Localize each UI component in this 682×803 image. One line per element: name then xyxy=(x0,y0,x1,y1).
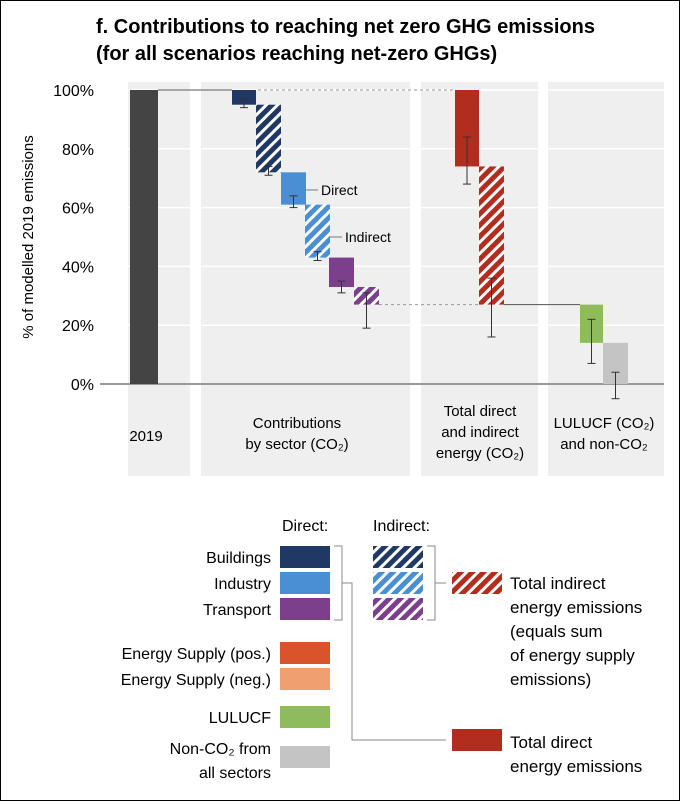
legend-swatch-direct xyxy=(280,642,330,664)
x-group-label-3: LULUCF (CO₂) xyxy=(554,415,655,432)
legend-label: Transport xyxy=(203,602,271,619)
legend-swatch-total-direct xyxy=(452,729,502,751)
legend-label: Industry xyxy=(214,576,271,593)
legend-swatch-direct xyxy=(280,546,330,568)
group-panel-1 xyxy=(201,82,410,476)
legend-label-total-indirect: (equals sum xyxy=(510,622,603,641)
x-group-label-3: and non-CO₂ xyxy=(560,436,648,453)
y-axis-ticks: 0% 20% 40% 60% 80% 100% xyxy=(53,83,94,394)
y-tick-label: 20% xyxy=(62,318,94,335)
bar-industry-indirect xyxy=(305,204,330,258)
chart-title-line1: f. Contributions to reaching net zero GH… xyxy=(96,16,595,38)
error-bars xyxy=(240,98,620,400)
legend-swatch-direct xyxy=(280,668,330,690)
legend-label: LULUCF xyxy=(209,710,271,727)
legend-label: Non-CO₂ from xyxy=(170,741,271,758)
chart-title-line2: (for all scenarios reaching net-zero GHG… xyxy=(96,43,497,65)
y-tick-label: 60% xyxy=(62,201,94,218)
y-tick-label: 100% xyxy=(53,83,94,100)
legend-swatch-indirect xyxy=(373,546,423,568)
connector-lines xyxy=(158,89,580,306)
legend-label-total-indirect: of energy supply xyxy=(510,646,635,665)
legend-swatch-indirect xyxy=(373,572,423,594)
x-group-label-2: Total direct xyxy=(444,403,517,420)
legend-label-total-indirect: Total indirect xyxy=(510,574,606,593)
legend: Direct: Indirect: Buildings Industry Transpo… xyxy=(121,518,643,782)
legend-connector-direct xyxy=(342,582,446,741)
x-group-label-1: by sector (CO₂) xyxy=(245,436,348,453)
legend-swatch-total-indirect xyxy=(452,572,502,594)
legend-label: Buildings xyxy=(206,550,271,567)
x-group-label-1: Contributions xyxy=(253,415,341,432)
bar-buildings xyxy=(232,90,256,105)
group-panels xyxy=(128,82,664,476)
y-tick-label: 0% xyxy=(71,377,94,394)
group-panel-3 xyxy=(548,82,664,476)
legend-swatch-direct xyxy=(280,706,330,728)
legend-swatch-direct xyxy=(280,572,330,594)
y-tick-label: 80% xyxy=(62,142,94,159)
x-group-label-2: energy (CO₂) xyxy=(436,445,524,462)
legend-swatch-direct xyxy=(280,746,330,768)
legend-bracket-direct xyxy=(334,545,343,621)
y-tick-label: 40% xyxy=(62,259,94,276)
legend-label-total-direct: energy emissions xyxy=(510,757,642,776)
legend-label: Energy Supply (neg.) xyxy=(121,672,271,689)
legend-header-indirect: Indirect: xyxy=(373,518,430,535)
legend-label-total-direct: Total direct xyxy=(510,733,592,752)
annotations: Direct Indirect xyxy=(306,182,391,245)
x-group-label-2: and indirect xyxy=(441,424,519,441)
bar-2019 xyxy=(130,90,158,384)
legend-swatch-indirect xyxy=(373,598,423,620)
annotation-indirect: Indirect xyxy=(345,229,391,245)
legend-label: all sectors xyxy=(199,765,271,782)
x-axis-labels: 2019 Contributions by sector (CO₂) Total di… xyxy=(129,403,654,462)
legend-swatch-direct xyxy=(280,598,330,620)
bar-buildings-indirect xyxy=(256,104,281,173)
legend-label: Energy Supply (pos.) xyxy=(122,646,271,663)
legend-bracket-indirect xyxy=(427,545,436,621)
x-group-label-0: 2019 xyxy=(129,428,162,445)
y-axis-label: % of modelled 2019 emissions xyxy=(20,135,37,338)
annotation-direct: Direct xyxy=(321,182,358,198)
legend-label-total-indirect: energy emissions xyxy=(510,598,642,617)
legend-header-direct: Direct: xyxy=(282,518,328,535)
legend-label-total-indirect: emissions) xyxy=(510,670,591,689)
